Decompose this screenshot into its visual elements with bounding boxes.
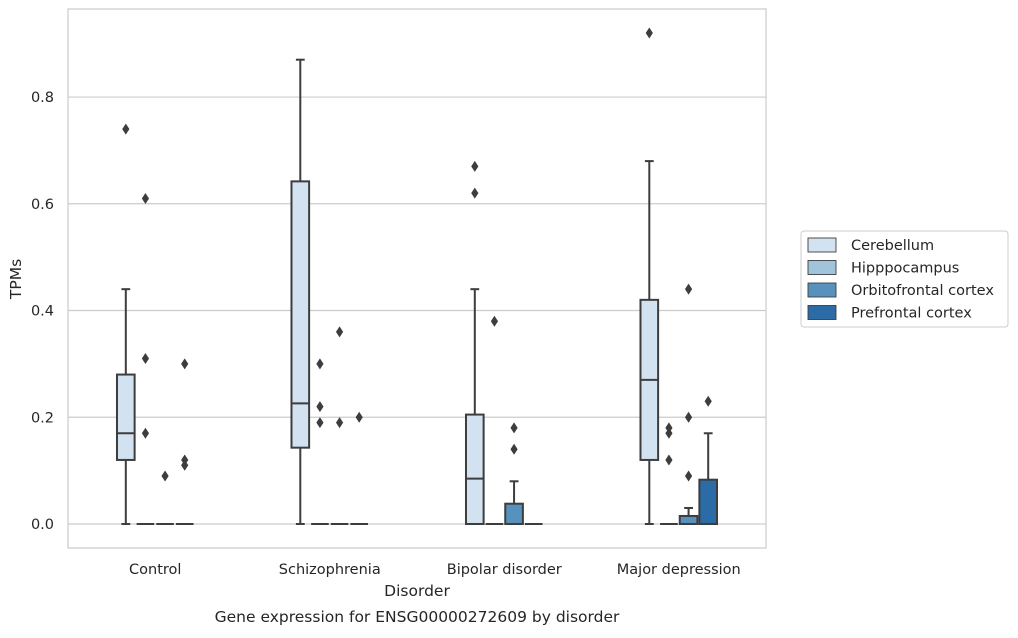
box-iqr — [504, 502, 524, 525]
box-group — [175, 358, 194, 525]
outlier-point — [471, 160, 479, 172]
box-series — [115, 27, 719, 525]
x-tick-label: Bipolar disorder — [447, 562, 562, 578]
outlier-point — [316, 401, 324, 413]
legend-label: Prefrontal cortex — [851, 306, 972, 322]
legend-swatch — [807, 282, 837, 298]
box-group — [330, 326, 349, 525]
box-iqr — [115, 373, 136, 461]
box-group — [660, 422, 678, 525]
outlier-point — [181, 459, 189, 471]
y-tick-label: 0.2 — [31, 410, 54, 426]
y-axis-title: TPMs — [7, 259, 25, 300]
legend-frame — [800, 230, 1009, 328]
box-iqr — [464, 413, 485, 525]
outlier-point — [684, 411, 693, 423]
box-iqr — [698, 478, 719, 525]
y-tick-label: 0.0 — [31, 517, 54, 533]
legend: Cerebellum Hipppocampus Orbitofrontal cort… — [800, 230, 1009, 328]
x-axis-ticks: Control Schizophrenia Bipolar disorder Majo… — [129, 562, 741, 578]
outlier-point — [510, 443, 518, 455]
box-group — [156, 470, 174, 525]
legend-swatch — [807, 260, 837, 275]
y-tick-label: 0.8 — [31, 90, 54, 106]
outlier-point — [316, 417, 324, 429]
box-group — [290, 58, 311, 525]
legend-swatch — [807, 305, 837, 320]
box-group — [678, 283, 699, 525]
outlier-point — [161, 470, 169, 482]
outlier-point — [141, 192, 150, 204]
outlier-point — [122, 123, 130, 135]
box-group — [639, 27, 660, 525]
outlier-point — [510, 422, 518, 434]
outlier-point — [704, 395, 712, 407]
outlier-point — [684, 470, 693, 482]
box-iqr — [290, 180, 311, 449]
box-group — [485, 315, 504, 525]
box-group — [698, 395, 719, 525]
outlier-point — [684, 283, 693, 295]
chart-caption: Gene expression for ENSG00000272609 by d… — [215, 608, 620, 626]
outlier-point — [141, 427, 150, 439]
legend-label: Hipppocampus — [851, 261, 959, 277]
outlier-point — [355, 411, 363, 423]
outlier-point — [665, 454, 673, 466]
legend-swatch — [807, 237, 837, 253]
outlier-point — [471, 187, 479, 199]
outlier-point — [645, 27, 653, 39]
legend-label: Cerebellum — [851, 238, 934, 254]
y-tick-label: 0.6 — [31, 197, 54, 213]
x-tick-label: Control — [129, 562, 181, 578]
box-group — [504, 422, 524, 525]
box-group — [136, 192, 155, 525]
plot-frame — [67, 8, 767, 549]
box-group — [464, 160, 485, 525]
x-tick-label: Schizophrenia — [279, 562, 381, 578]
box-group — [115, 123, 136, 525]
outlier-point — [665, 427, 673, 439]
outlier-point — [316, 358, 324, 370]
outlier-point — [490, 315, 499, 327]
y-axis-ticks: 0.0 0.2 0.4 0.6 0.8 — [31, 90, 54, 533]
outlier-point — [335, 326, 344, 338]
legend-label: Orbitofrontal cortex — [851, 283, 994, 299]
outlier-point — [181, 358, 189, 370]
outlier-point — [335, 417, 344, 429]
y-tick-label: 0.4 — [31, 304, 54, 320]
x-tick-label: Major depression — [617, 562, 741, 578]
box-iqr — [678, 514, 699, 525]
box-group — [311, 358, 329, 525]
box-group — [350, 411, 369, 525]
outlier-point — [141, 353, 150, 365]
x-axis-title: Disorder — [384, 582, 450, 600]
